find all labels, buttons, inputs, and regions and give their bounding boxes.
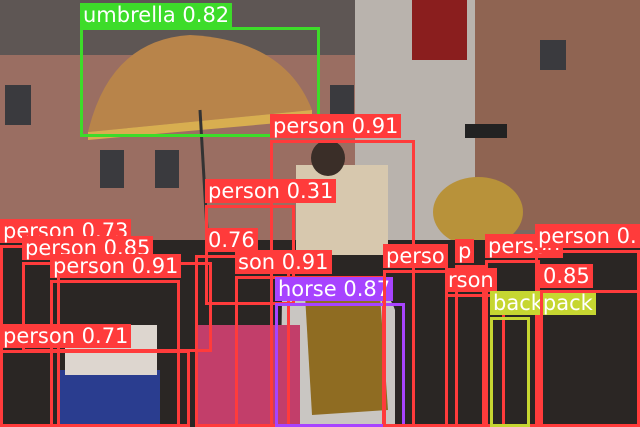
horse-drape: [305, 295, 388, 415]
horse-bounding-box: [275, 303, 405, 427]
person-detection-label: p: [455, 239, 475, 263]
banner: [412, 0, 467, 60]
backpack-bounding-box: [490, 317, 530, 427]
person-detection-label: rson: [445, 268, 497, 292]
window: [5, 85, 31, 125]
umbrella-bounding-box: [80, 27, 320, 137]
tuba: [433, 177, 523, 247]
person-bounding-box: [540, 290, 640, 427]
person-detection-label: perso: [383, 244, 448, 268]
person-bounding-box: [383, 270, 448, 427]
person-detection-label: person: [485, 234, 563, 258]
person-detection-label: 0.85: [540, 264, 593, 288]
ceremonial-umbrella: [88, 35, 312, 132]
person-detection-label: 0.76: [205, 228, 258, 252]
rider-head: [311, 140, 345, 176]
person-detection-label: person 0.31: [205, 179, 337, 203]
umbrella-detection-label: umbrella 0.82: [80, 3, 233, 27]
horse-detection-label: horse 0.87: [275, 277, 394, 301]
person-blue-skirt: [60, 370, 160, 427]
window: [100, 150, 124, 188]
window: [330, 85, 354, 115]
person-detection-label: person 0.71: [0, 324, 132, 348]
person-pink: [195, 325, 300, 427]
person-detection-label: person 0.: [535, 224, 640, 248]
person-bounding-box: [445, 294, 505, 427]
window: [540, 40, 566, 70]
person-bounding-box: [0, 350, 190, 427]
person-detection-label: son 0.91: [235, 250, 332, 274]
person-detection-label: person 0.91: [50, 254, 182, 278]
street-sign: [465, 124, 507, 138]
person-detection-label: person 0.91: [270, 114, 402, 138]
window: [155, 150, 179, 188]
